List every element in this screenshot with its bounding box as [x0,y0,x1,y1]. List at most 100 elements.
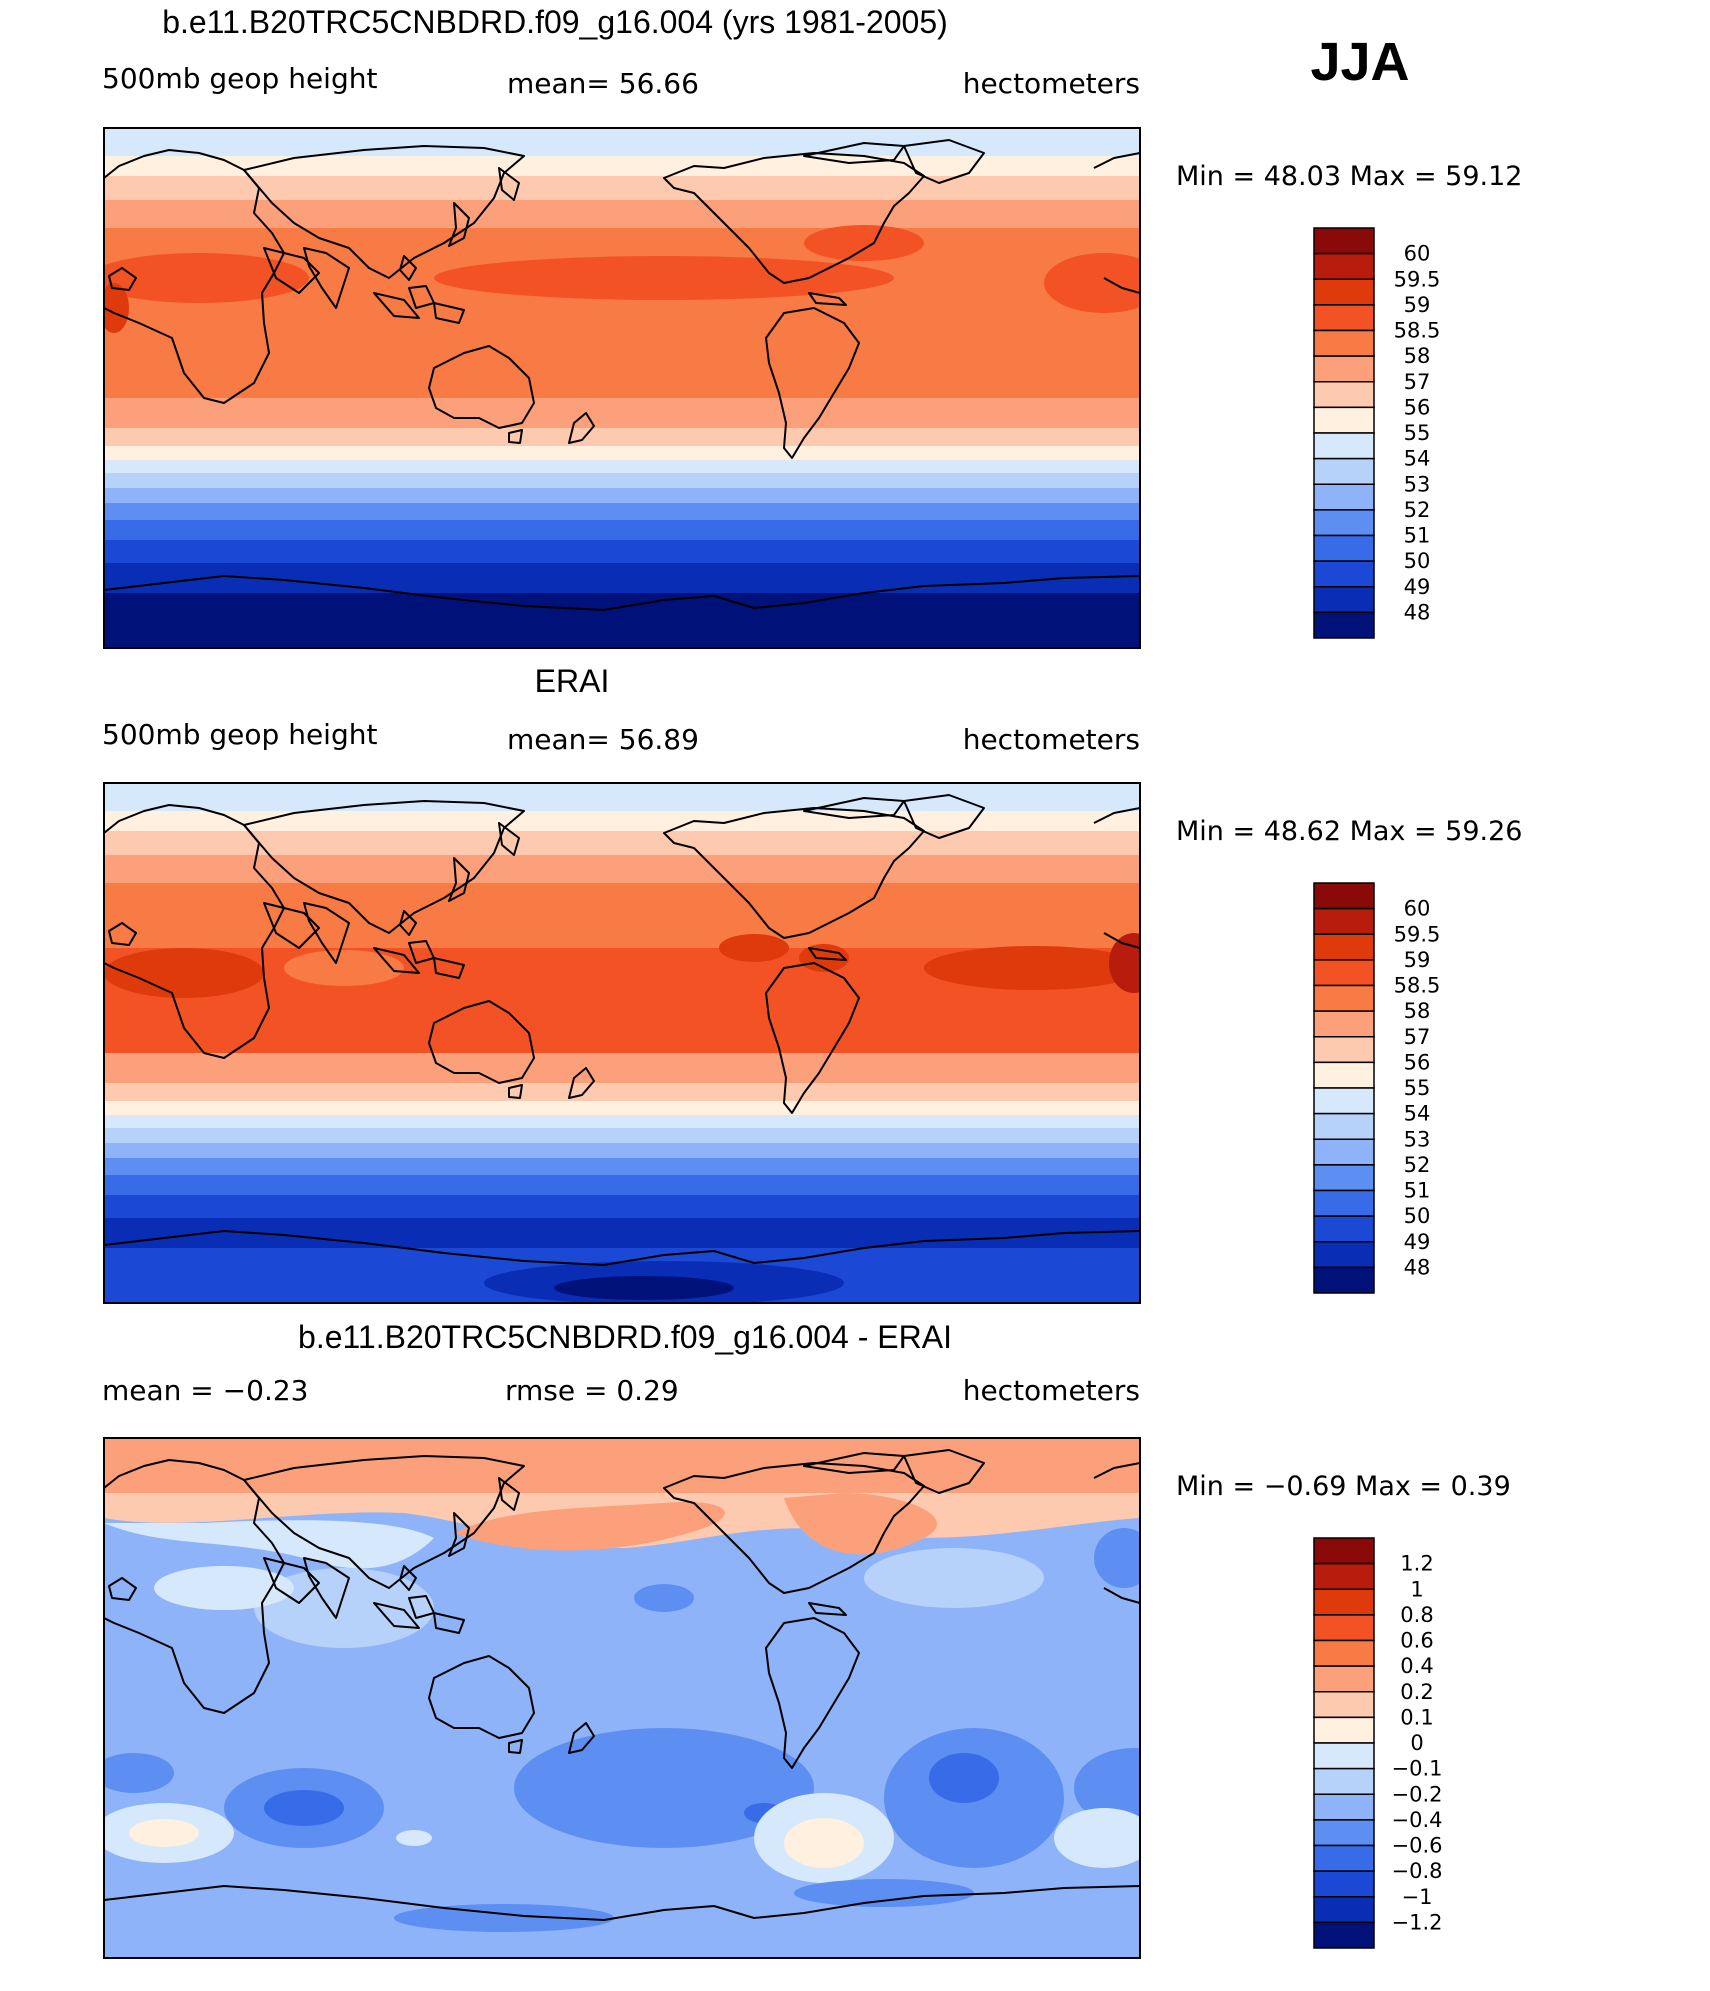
panel-units-label: hectometers [963,723,1140,756]
panel-left-label: 500mb geop height [102,62,377,95]
colorbar-swatch [1313,1215,1375,1243]
contour-feature [864,1548,1044,1608]
colorbar-swatch [1313,278,1375,306]
contour-feature [1044,253,1140,313]
map-frame [103,1437,1141,1959]
colorbar-label: 54 [1404,447,1431,471]
contour-band [104,1893,1140,1958]
contour-band [104,563,1140,593]
contour-band [104,1438,1140,1493]
contour-band [104,398,1140,428]
colorbar-swatch [1313,560,1375,588]
contour-feature [1054,1808,1140,1868]
min-max-label: Min = 48.62 Max = 59.26 [1176,816,1522,847]
colorbar-label: −1.2 [1392,1910,1443,1934]
contour-band [104,1128,1140,1143]
colorbar-label: 48 [1404,1255,1431,1279]
colorbar-swatch [1313,933,1375,961]
colorbar-swatch [1313,1921,1375,1949]
colorbar-label: 49 [1404,575,1431,599]
contour-feature [514,1728,814,1848]
contour-band [104,446,1140,460]
contour-band [104,540,1140,563]
panel-title: b.e11.B20TRC5CNBDRD.f09_g16.004 (yrs 198… [162,4,948,40]
contour-band [104,200,1140,228]
contour-feature [804,225,924,261]
colorbar-swatch [1313,457,1375,485]
panel-center-label: mean= 56.89 [507,723,699,756]
colorbar-label: 56 [1404,1050,1431,1074]
colorbar-swatch [1313,959,1375,987]
season-label: JJA [1310,32,1409,92]
contour-band [104,855,1140,883]
colorbar-swatch [1313,1241,1375,1269]
colorbar-swatch [1313,1819,1375,1847]
colorbar-swatch [1313,1588,1375,1616]
contour-band [104,1101,1140,1115]
colorbar-swatch [1313,329,1375,357]
colorbar-label: 52 [1404,1153,1431,1177]
contour-band [104,428,1140,446]
panel-title: ERAI [535,663,610,699]
panel-units-label: hectometers [963,1374,1140,1407]
contour-feature [924,946,1140,990]
map-frame [103,127,1141,649]
colorbar-swatch [1313,1266,1375,1294]
colorbar-swatch [1313,381,1375,409]
contour-band [104,1195,1140,1218]
contour-feature [454,1502,725,1551]
colorbar-label: −0.4 [1392,1808,1443,1832]
panel-center-label: rmse = 0.29 [505,1374,679,1407]
colorbar-swatch [1313,1614,1375,1642]
map-panel [104,1438,1140,1958]
contour-feature [929,1753,999,1803]
contour-band [104,593,1140,648]
contour-feature [784,1493,937,1555]
colorbar-label: 52 [1404,498,1431,522]
colorbar-label: 59 [1404,293,1431,317]
contour-feature [1109,933,1140,993]
map-frame [103,782,1141,1304]
colorbar-label: 54 [1404,1102,1431,1126]
contour-feature [104,253,309,303]
colorbar-label: 48 [1404,600,1431,624]
colorbar-swatch [1313,534,1375,562]
panel-left-label: 500mb geop height [102,718,377,751]
colorbar-swatch [1313,252,1375,280]
contour-feature [394,1904,614,1932]
panel-center-label: mean= 56.66 [507,67,699,100]
contour-band [104,983,1140,1053]
colorbar-swatch [1313,984,1375,1012]
contour-feature [154,1566,294,1610]
colorbar-swatch [1313,586,1375,614]
colorbar-label: 51 [1404,1179,1431,1203]
colorbar-label: 0.6 [1400,1629,1433,1653]
colorbar-label: 58.5 [1394,974,1441,998]
contour-band [104,1158,1140,1175]
contour-band [104,520,1140,540]
colorbar-label: 60 [1404,242,1431,266]
colorbar-swatch [1313,304,1375,332]
colorbar-swatch [1313,1562,1375,1590]
contour-feature [264,1790,344,1826]
contour-band [104,1083,1140,1101]
map-panel [104,783,1140,1303]
colorbar-swatch [1313,483,1375,511]
contour-band [104,1218,1140,1248]
colorbar-label: 53 [1404,472,1431,496]
colorbar-label: 1.2 [1400,1552,1433,1576]
colorbar-swatch [1313,1870,1375,1898]
contour-feature [104,948,264,998]
colorbar-label: 51 [1404,524,1431,548]
contour-feature [104,283,129,333]
panel-left-label: mean = −0.23 [102,1374,308,1407]
colorbar-swatch [1313,1164,1375,1192]
colorbar-swatch [1313,882,1375,910]
contour-feature [104,1520,434,1569]
colorbar-swatch [1313,406,1375,434]
colorbar-label: 59.5 [1394,267,1441,291]
colorbar-swatch [1313,355,1375,383]
colorbar-swatch [1313,1036,1375,1064]
colorbar-label: 55 [1404,421,1431,445]
